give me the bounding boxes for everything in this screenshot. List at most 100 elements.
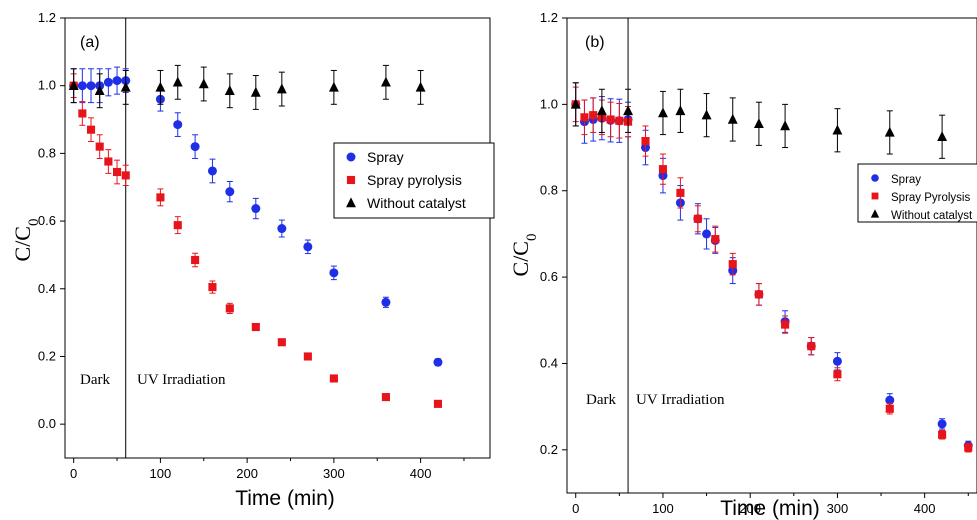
y-tick-label-b: 0.6 xyxy=(540,269,558,284)
data-point-square xyxy=(303,352,312,361)
y-tick-label-a: 0.0 xyxy=(38,416,56,431)
legend-label: Spray Pyrolysis xyxy=(891,192,970,204)
data-point-triangle xyxy=(328,81,339,92)
legend-label: Spray xyxy=(367,149,404,165)
data-point-square xyxy=(95,142,104,151)
data-point-square xyxy=(711,235,720,244)
data-point-square xyxy=(728,260,737,269)
data-point-square xyxy=(251,322,260,332)
x-tick-label-a: 0 xyxy=(70,466,77,481)
data-point-square xyxy=(156,193,165,202)
x-tick-label-a: 400 xyxy=(410,466,432,481)
data-point-triangle xyxy=(415,81,426,92)
data-point-circle xyxy=(112,76,122,86)
y-tick-label-b: 0.2 xyxy=(540,442,558,457)
data-point-square xyxy=(589,111,598,120)
y-tick-label-a: 1.2 xyxy=(38,10,56,25)
data-point-square xyxy=(225,304,234,313)
data-point-triangle xyxy=(596,105,607,116)
data-point-triangle xyxy=(780,120,791,131)
data-point-circle xyxy=(937,419,947,429)
data-point-square xyxy=(329,374,338,383)
data-point-circle xyxy=(832,356,842,366)
data-point-square xyxy=(433,399,443,408)
series-without-catalyst-a xyxy=(68,64,426,110)
data-point-triangle xyxy=(120,81,131,92)
data-point-triangle xyxy=(68,80,79,90)
y-tick-label-b: 0.4 xyxy=(540,355,558,370)
uv-region-label-b: UV Irradiation xyxy=(636,392,725,408)
x-tick-label-a: 100 xyxy=(150,466,172,481)
series-spray-pyrolysis-b xyxy=(571,86,973,453)
y-tick-label-b: 1.2 xyxy=(540,10,558,25)
data-point-square xyxy=(191,255,200,265)
data-point-triangle xyxy=(155,81,166,92)
data-point-triangle xyxy=(658,107,668,118)
data-point-square xyxy=(754,290,763,299)
legend-box-a xyxy=(333,142,495,219)
data-point-triangle xyxy=(380,76,391,87)
data-point-circle xyxy=(303,242,313,252)
legend-marker-circle xyxy=(871,174,879,182)
data-point-triangle xyxy=(172,76,183,87)
y-tick-label-a: 0.2 xyxy=(38,348,56,363)
legend-marker-circle xyxy=(346,152,356,162)
dark-region-label-a: Dark xyxy=(80,372,110,388)
data-point-square xyxy=(173,221,182,230)
data-point-square xyxy=(615,116,624,125)
x-tick-label-b: 0 xyxy=(572,501,579,516)
data-point-triangle xyxy=(937,131,948,142)
dark-region-label-b: Dark xyxy=(586,392,616,408)
data-point-circle xyxy=(433,357,443,367)
data-point-square xyxy=(104,157,113,166)
y-axis-title-sub-b: 0 xyxy=(524,234,540,242)
data-point-square xyxy=(78,109,87,118)
data-point-triangle xyxy=(675,105,686,116)
data-point-circle xyxy=(207,166,217,176)
y-tick-label-b: 1.0 xyxy=(540,96,558,111)
y-axis-title-b: C/C0 xyxy=(508,234,540,277)
data-point-circle xyxy=(381,297,391,307)
x-axis-title-a: Time (min) xyxy=(235,487,335,510)
data-point-circle xyxy=(277,224,287,234)
legend-label: Without catalyst xyxy=(891,210,973,222)
legend-b: Spray Spray Pyrolysis Without catalyst xyxy=(857,163,977,223)
y-tick-label-b: 0.8 xyxy=(540,183,558,198)
x-tick-label-b: 100 xyxy=(652,501,674,516)
data-point-circle xyxy=(702,229,712,239)
legend-label: Spray pyrolysis xyxy=(367,172,462,188)
legend-marker-square xyxy=(346,175,356,185)
data-point-square xyxy=(658,165,668,174)
y-axis-title-a: C/C0 xyxy=(10,219,42,262)
data-point-triangle xyxy=(224,85,235,96)
plot-frame-b xyxy=(566,17,977,494)
y-tick-label-a: 0.4 xyxy=(38,281,56,296)
panel-label-b: (b) xyxy=(585,34,605,51)
panel-label-a: (a) xyxy=(80,34,100,51)
data-point-square xyxy=(807,342,816,351)
x-tick-label-b: 300 xyxy=(827,501,849,516)
plot-frame-a xyxy=(64,17,491,459)
y-tick-label-a: 1.0 xyxy=(38,78,56,93)
data-point-circle xyxy=(190,142,200,152)
data-point-square xyxy=(885,404,894,413)
data-point-triangle xyxy=(623,105,634,116)
data-point-triangle xyxy=(276,83,287,94)
data-point-triangle xyxy=(250,86,261,97)
data-point-circle xyxy=(86,81,96,91)
data-point-square xyxy=(277,338,286,347)
legend-marker-triangle xyxy=(346,197,356,208)
x-tick-label-a: 300 xyxy=(323,466,345,481)
data-point-triangle xyxy=(570,98,581,109)
data-point-triangle xyxy=(727,113,738,124)
legend-marker-triangle xyxy=(870,209,880,218)
series-without-catalyst-b xyxy=(570,82,948,159)
data-point-square xyxy=(606,115,615,124)
data-point-triangle xyxy=(701,109,712,120)
legend-marker-square xyxy=(871,192,879,200)
data-point-square xyxy=(86,125,96,134)
data-point-circle xyxy=(77,81,87,91)
